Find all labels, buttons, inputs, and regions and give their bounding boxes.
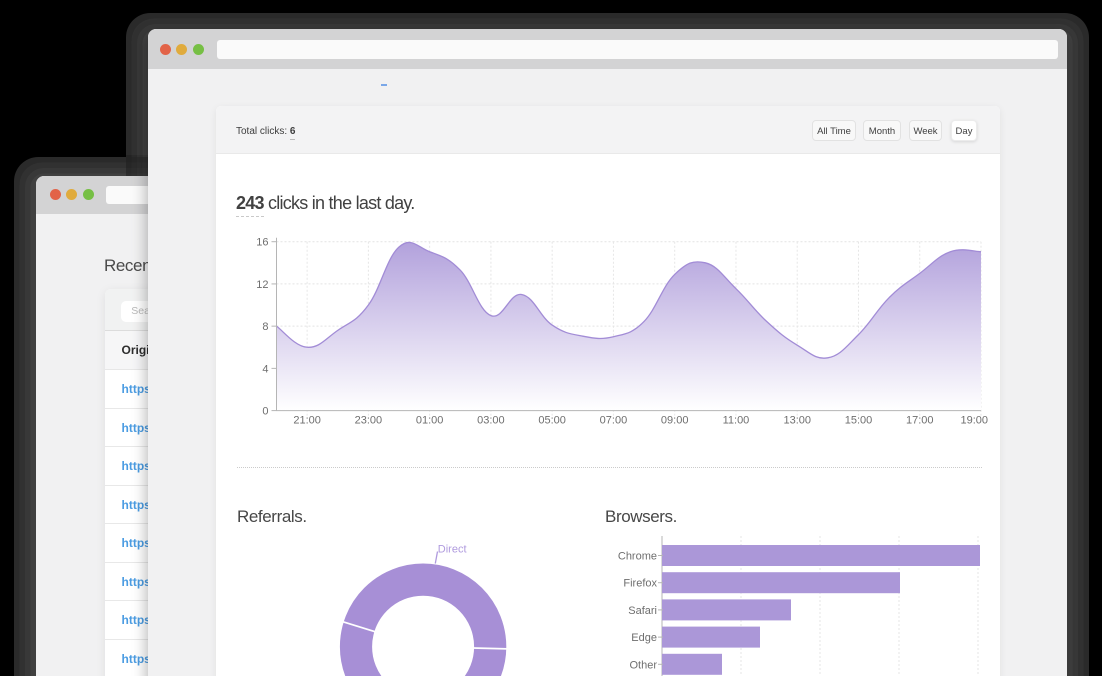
svg-text:03:00: 03:00 <box>477 415 505 427</box>
svg-text:Chrome: Chrome <box>618 551 657 563</box>
svg-text:Firefox: Firefox <box>623 578 657 590</box>
svg-text:09:00: 09:00 <box>661 415 689 427</box>
svg-text:16: 16 <box>256 237 268 249</box>
svg-text:05:00: 05:00 <box>538 415 566 427</box>
svg-text:Direct: Direct <box>438 544 467 556</box>
svg-text:21:00: 21:00 <box>293 415 321 427</box>
svg-text:Safari: Safari <box>628 605 657 617</box>
svg-text:15:00: 15:00 <box>845 415 873 427</box>
svg-text:19:00: 19:00 <box>960 415 988 427</box>
svg-text:11:00: 11:00 <box>723 415 750 427</box>
svg-text:17:00: 17:00 <box>906 415 934 427</box>
svg-text:Other: Other <box>629 659 657 671</box>
svg-text:8: 8 <box>262 321 268 333</box>
svg-text:01:00: 01:00 <box>416 415 444 427</box>
svg-text:4: 4 <box>262 363 268 375</box>
svg-text:07:00: 07:00 <box>600 415 628 427</box>
svg-text:13:00: 13:00 <box>783 415 811 427</box>
svg-text:12: 12 <box>256 279 268 291</box>
svg-text:23:00: 23:00 <box>355 415 383 427</box>
svg-text:Edge: Edge <box>631 632 657 644</box>
svg-text:0: 0 <box>262 406 268 418</box>
